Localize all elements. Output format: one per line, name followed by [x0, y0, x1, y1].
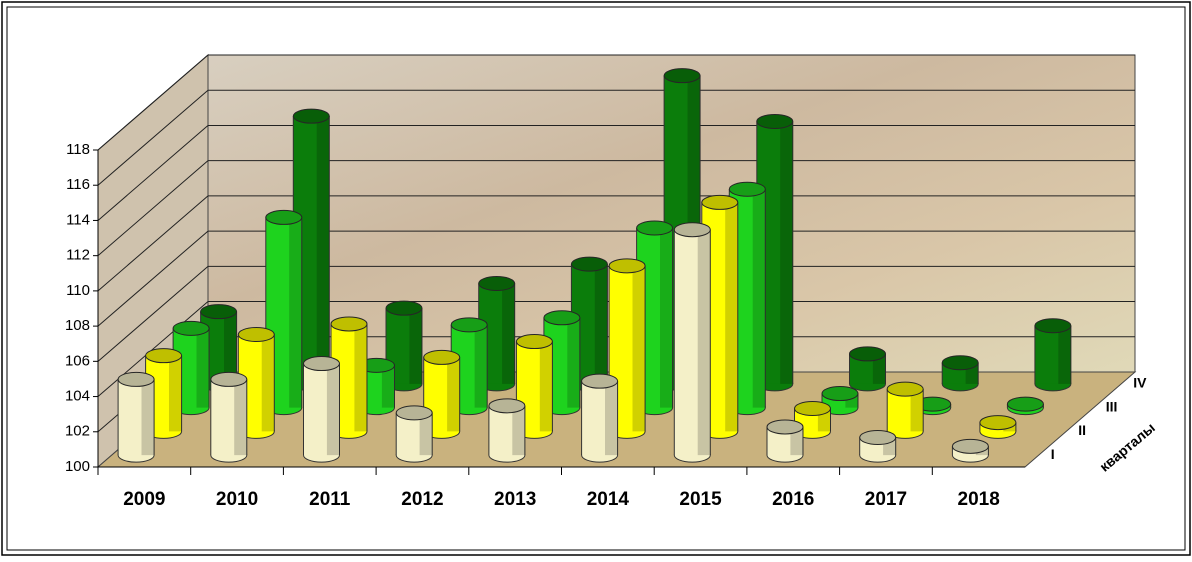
cylinder-top — [304, 357, 340, 371]
cylinder-shade — [540, 342, 553, 432]
cylinder-top — [386, 301, 422, 315]
cylinder-shade — [447, 357, 460, 431]
cylinder-shade — [1058, 326, 1071, 384]
cylinder-shade — [354, 324, 367, 431]
cylinder-top — [850, 347, 886, 361]
y-tick-label: 108 — [65, 317, 90, 334]
cylinder-shade — [660, 228, 673, 408]
cylinder-top — [582, 374, 618, 388]
cylinder-top — [516, 335, 552, 349]
cylinder-shade — [327, 364, 340, 456]
x-tick-label: 2017 — [865, 489, 907, 510]
cylinder-shade — [725, 202, 738, 431]
cylinder-shade — [289, 217, 302, 407]
cylinder-shade — [595, 264, 608, 384]
cylinder-top — [980, 416, 1016, 430]
x-tick-label: 2016 — [772, 489, 814, 510]
y-tick-label: 100 — [65, 458, 90, 475]
cylinder-top — [609, 259, 645, 273]
cylinder-shade — [605, 381, 618, 455]
cylinder-shade — [502, 283, 515, 383]
cylinder-top — [571, 257, 607, 271]
x-tick-label: 2011 — [309, 489, 351, 510]
y-tick-label: 104 — [65, 388, 90, 405]
cylinder-top — [424, 350, 460, 364]
cylinder-top — [887, 382, 923, 396]
x-tick-label: 2015 — [679, 489, 722, 510]
cylinder-shade — [317, 116, 330, 384]
cylinder-top — [451, 318, 487, 332]
cylinder-top — [238, 328, 274, 342]
cylinder-top — [489, 399, 525, 413]
cylinder-top — [266, 210, 302, 224]
cylinder-top — [757, 114, 793, 128]
depth-tick-label: III — [1106, 398, 1118, 414]
cylinder-shade — [475, 325, 488, 408]
cylinder-top — [1035, 319, 1071, 333]
cylinder-top — [952, 439, 988, 453]
y-tick-label: 110 — [66, 282, 90, 299]
cylinder-top — [674, 223, 710, 237]
cylinder-top — [211, 372, 247, 386]
cylinder-shade — [512, 406, 525, 455]
y-tick-label: 106 — [65, 352, 90, 369]
x-tick-label: 2014 — [587, 489, 630, 510]
chart: кварталы 1001021041061081101121141161182… — [0, 0, 1192, 557]
x-tick-label: 2018 — [958, 489, 1000, 510]
cylinder-shade — [567, 318, 580, 408]
cylinder-shade — [753, 189, 766, 407]
cylinder-top — [201, 305, 237, 319]
cylinder-shade — [409, 308, 422, 384]
cylinder-shade — [169, 356, 182, 432]
cylinder-top — [293, 109, 329, 123]
cylinder-shade — [698, 230, 711, 455]
cylinder-top — [479, 276, 515, 290]
cylinder-shade — [633, 266, 646, 432]
x-tick-label: 2013 — [494, 489, 536, 510]
depth-tick-label: I — [1051, 446, 1055, 462]
cylinder-shade — [780, 121, 793, 383]
cylinder-top — [822, 387, 858, 401]
y-tick-label: 114 — [66, 211, 90, 228]
x-tick-label: 2012 — [401, 489, 443, 510]
cylinder-top — [118, 372, 154, 386]
cylinder-top — [795, 401, 831, 415]
cylinder-top — [1007, 397, 1043, 411]
cylinder-top — [860, 431, 896, 445]
x-tick-label: 2009 — [123, 489, 165, 510]
cylinder-top — [146, 349, 182, 363]
depth-tick-label: IV — [1133, 375, 1147, 391]
cylinder-top — [767, 420, 803, 434]
cylinder-shade — [142, 379, 155, 455]
y-tick-label: 112 — [66, 247, 90, 264]
y-tick-label: 116 — [66, 176, 90, 193]
y-tick-label: 102 — [65, 423, 90, 440]
cylinder-shade — [197, 328, 210, 407]
cylinder-top — [331, 317, 367, 331]
cylinder-shade — [234, 379, 247, 455]
cylinder-top — [544, 311, 580, 325]
cylinder-shade — [262, 335, 275, 432]
cylinder-top — [637, 221, 673, 235]
cylinder-top — [729, 182, 765, 196]
cylinder-top — [942, 356, 978, 370]
depth-tick-label: II — [1078, 422, 1086, 438]
cylinder-top — [702, 195, 738, 209]
cylinder-top — [396, 406, 432, 420]
x-tick-label: 2010 — [216, 489, 258, 510]
cylinder-top — [664, 69, 700, 83]
y-tick-label: 118 — [66, 141, 90, 158]
cylinder-top — [173, 321, 209, 335]
